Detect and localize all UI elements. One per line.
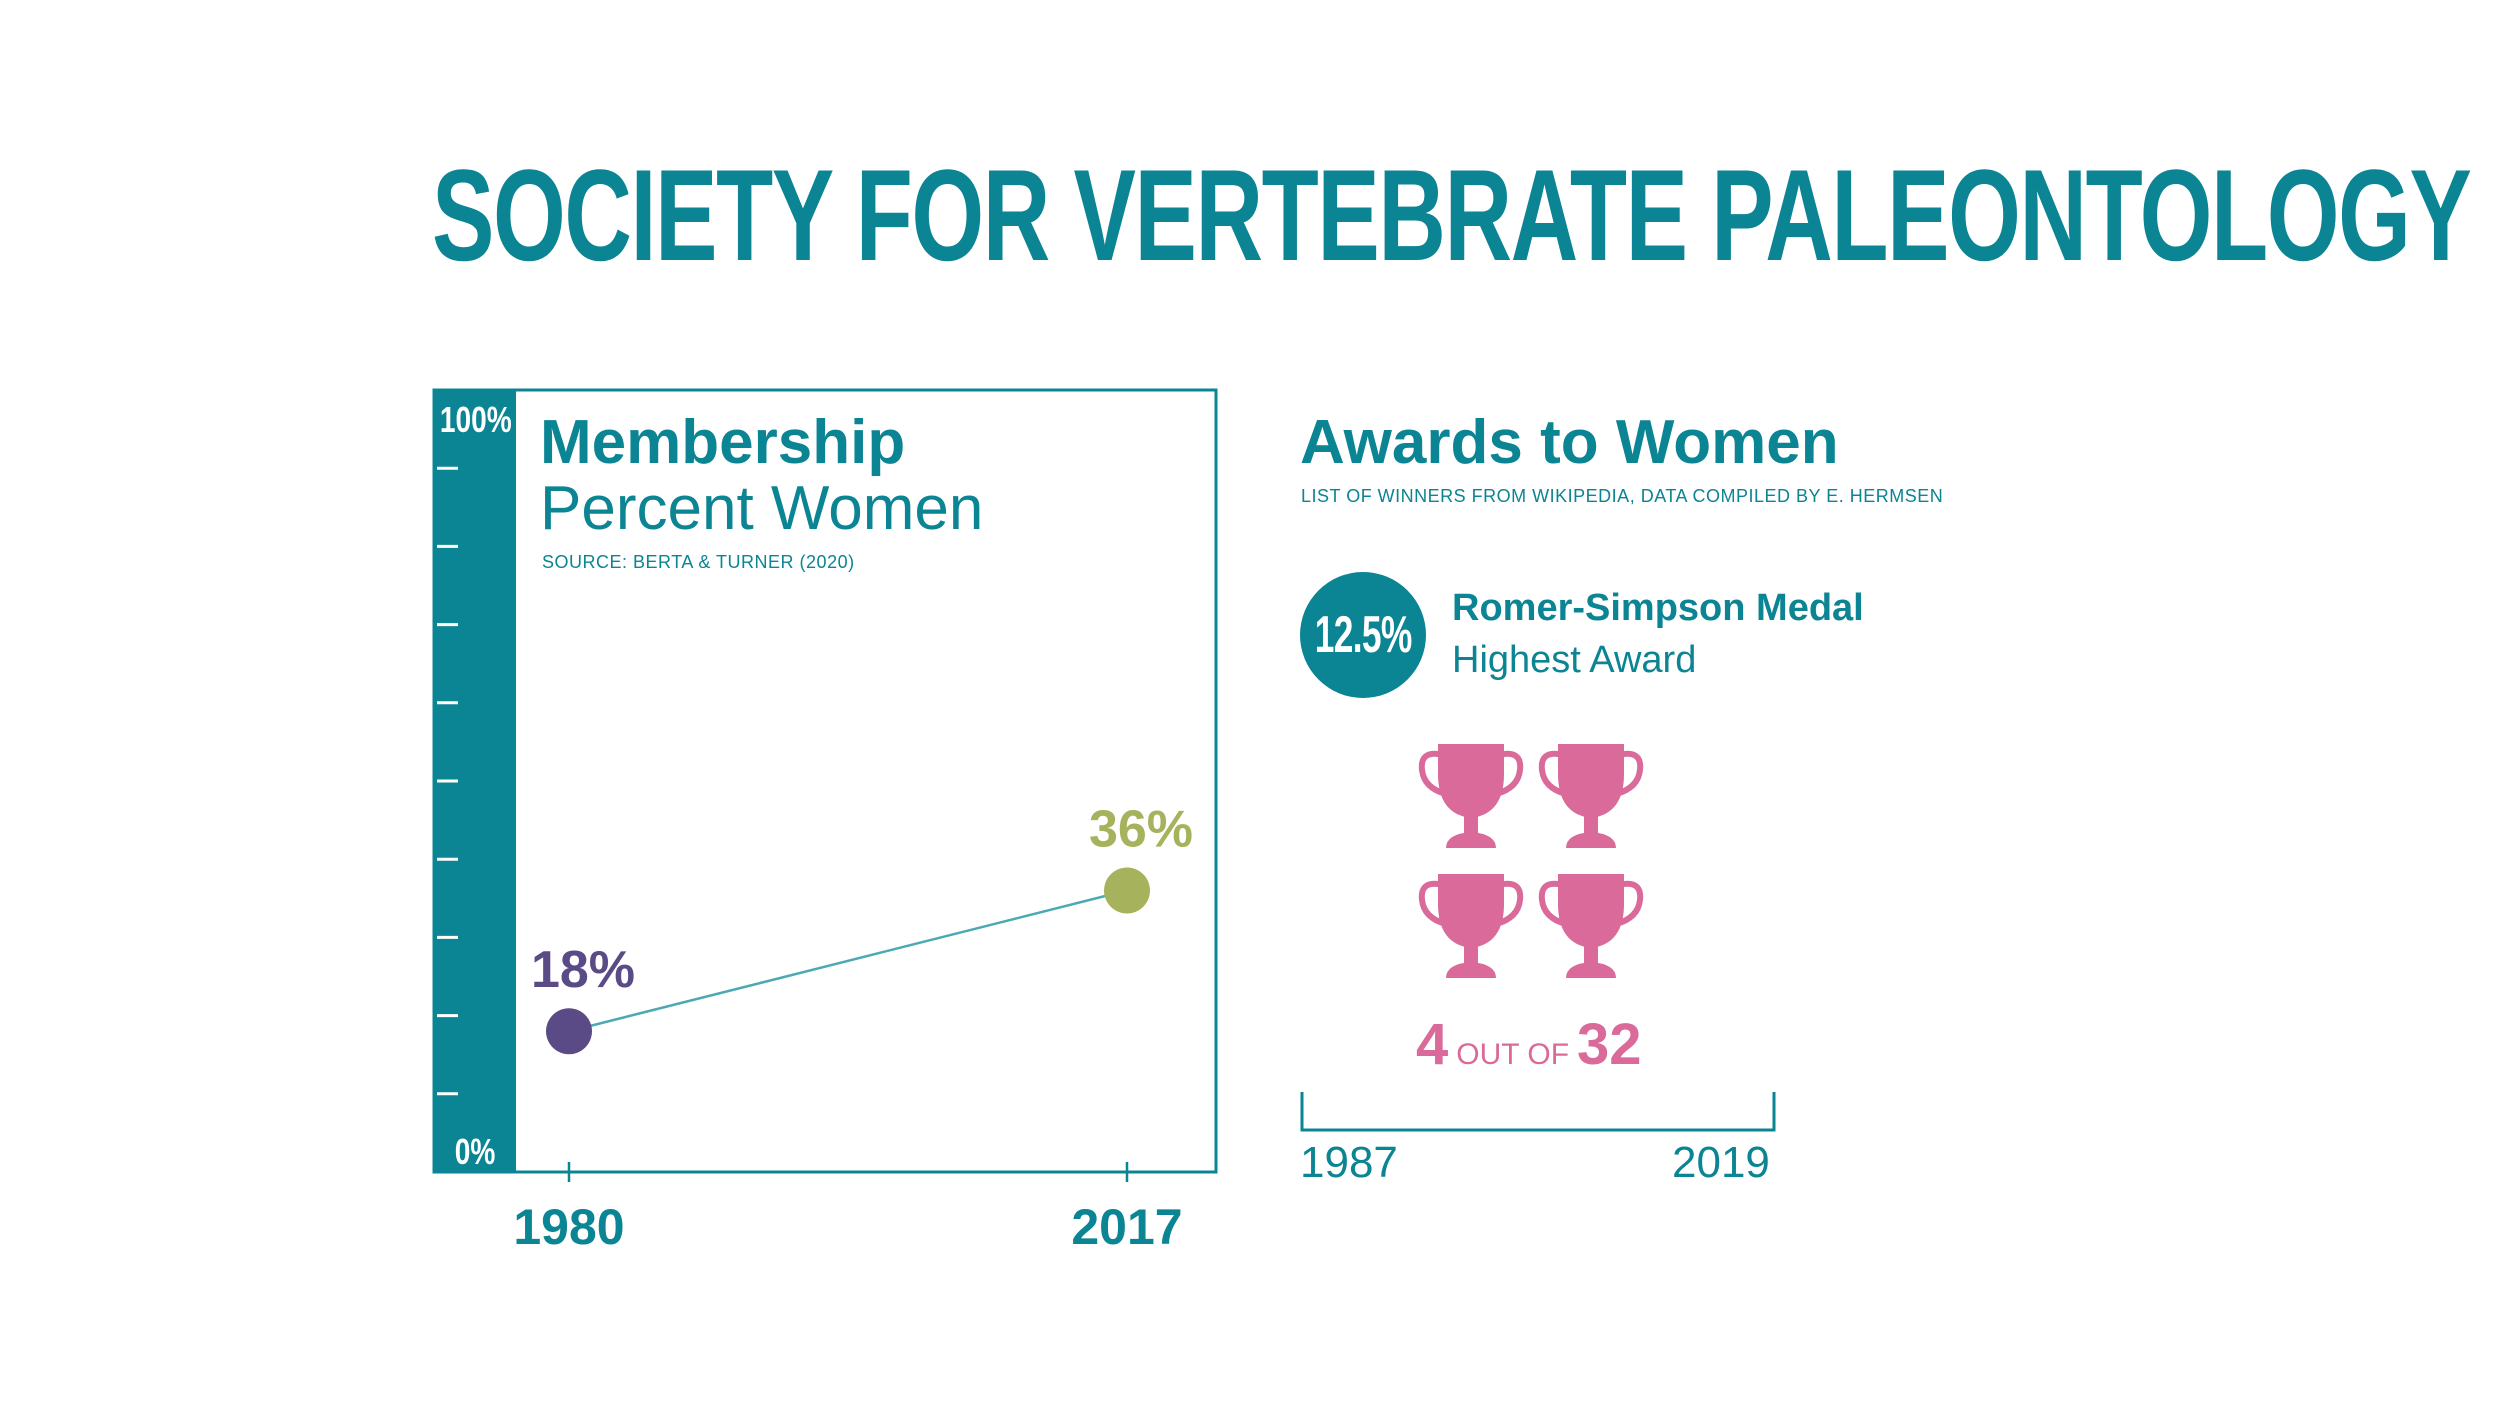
women-winner-count: 4 (1416, 1012, 1449, 1077)
trophy-icon (1416, 866, 1526, 984)
trophy-grid (1416, 736, 1656, 986)
series-line (568, 889, 1128, 1033)
chart-source: SOURCE: BERTA & TURNER (2020) (542, 552, 855, 572)
trophy-icon (1536, 866, 1646, 984)
y-tick-label-100: 100% (440, 400, 512, 440)
year-range-end: 2019 (1672, 1138, 1770, 1187)
data-label-2017: 36% (1089, 800, 1193, 858)
data-point-2017 (1104, 867, 1150, 914)
y-tick-label-0: 0% (455, 1132, 496, 1172)
data-point-1980 (546, 1008, 592, 1055)
y-ticks (437, 466, 458, 1096)
award-percent-badge: 12.5% (1300, 572, 1426, 698)
awards-source: LIST OF WINNERS FROM WIKIPEDIA, DATA COM… (1301, 486, 1944, 506)
award-percent-value: 12.5% (1314, 606, 1413, 664)
x-tick-label-2017: 2017 (1071, 1199, 1182, 1255)
x-ticks (567, 1162, 1129, 1182)
award-description: Highest Award (1452, 639, 1697, 681)
award-name: Romer-Simpson Medal (1452, 587, 1864, 629)
trophy-icon (1416, 736, 1526, 854)
count-separator: OUT OF (1456, 1038, 1570, 1071)
chart-subtitle: Percent Women (540, 474, 984, 543)
year-range-bracket (1300, 1092, 1776, 1132)
awards-title: Awards to Women (1300, 408, 1839, 477)
chart-title: Membership (540, 408, 906, 477)
x-tick-label-1980: 1980 (513, 1199, 624, 1255)
trophy-count: 4 OUT OF 32 (1416, 1010, 1642, 1095)
total-winner-count: 32 (1577, 1012, 1642, 1077)
page-title: SOCIETY FOR VERTEBRATE PALEONTOLOGY (432, 142, 2472, 288)
trophy-icon (1536, 736, 1646, 854)
year-range-start: 1987 (1300, 1138, 1398, 1187)
data-label-1980: 18% (531, 941, 635, 999)
